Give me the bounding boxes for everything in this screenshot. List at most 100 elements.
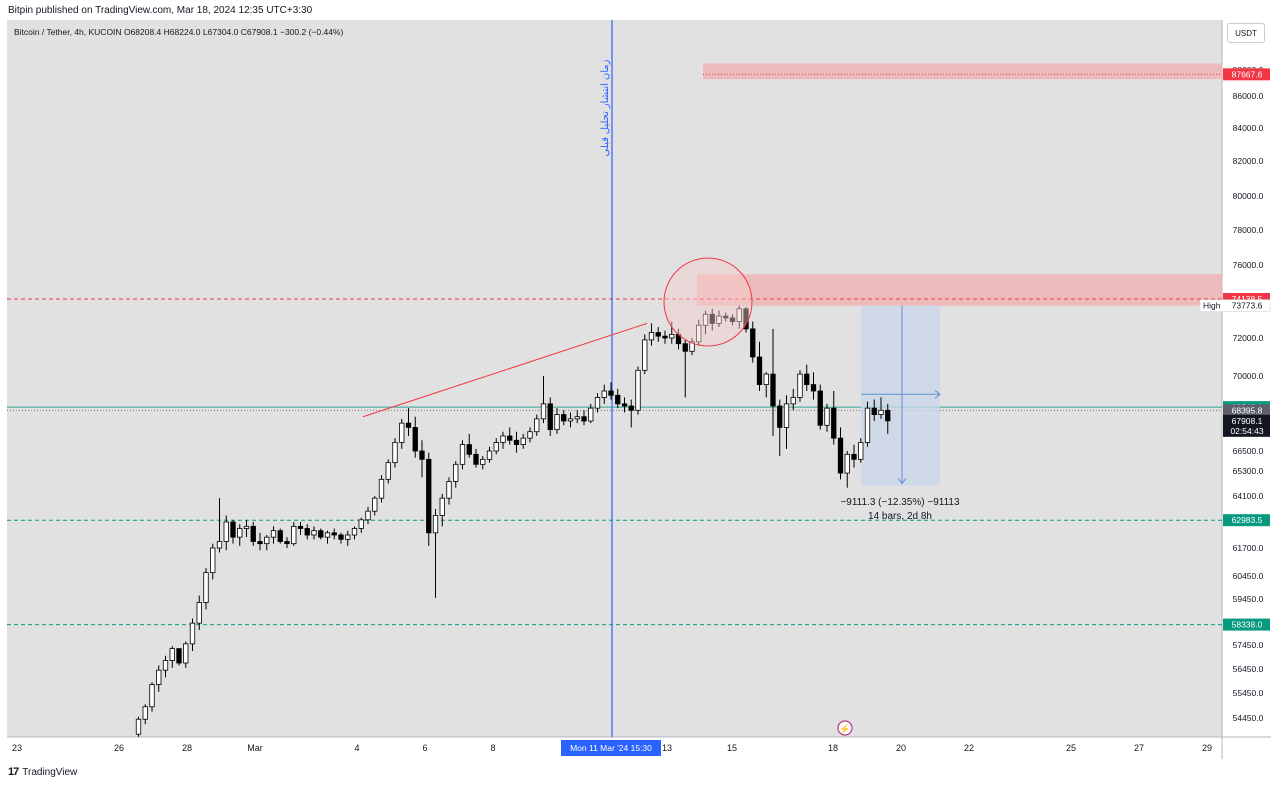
tradingview-logo-icon[interactable]: 17: [8, 766, 19, 778]
candle-body: [493, 442, 499, 452]
candle-body: [804, 373, 810, 385]
y-tick-label: 57450.0: [1233, 640, 1264, 650]
candle-body: [264, 536, 270, 545]
candle-body: [790, 397, 796, 405]
candle-body: [642, 339, 648, 371]
candle-body: [810, 384, 817, 392]
measure-duration: 14 bars, 2d 8h: [868, 511, 932, 522]
candle-body: [615, 394, 621, 405]
candle-body: [331, 532, 337, 536]
y-tick-label: 86000.0: [1233, 91, 1264, 101]
candle-body: [547, 403, 553, 430]
candle-body: [777, 405, 783, 428]
candle-body: [453, 463, 459, 482]
y-tick-label: 54450.0: [1233, 713, 1264, 723]
price-label-box: [1223, 618, 1270, 631]
candle-body: [250, 525, 256, 542]
y-tick-label: 84000.0: [1233, 123, 1264, 133]
lightning-icon: [837, 720, 853, 736]
trendline: [362, 322, 648, 418]
highlight-circle: [663, 257, 753, 347]
price-chart[interactable]: زمان انتشار تحلیل قبلی ⚡ 88000.086000.08…: [7, 20, 1271, 759]
candle-body: [405, 422, 412, 428]
price-label-box: [1223, 404, 1270, 417]
candle-body: [655, 332, 661, 337]
symbol-legend: Bitcoin / Tether, 4h, KUCOIN O68208.4 H6…: [14, 27, 343, 37]
candle-body: [783, 403, 790, 428]
candle-body: [392, 442, 398, 464]
vertical-line-label: زمان انتشار تحلیل قبلی: [600, 59, 611, 156]
candle-body: [723, 315, 729, 319]
measure-box: [861, 305, 940, 486]
currency-selector[interactable]: USDT: [1227, 23, 1265, 43]
x-tick-label: 6: [422, 743, 427, 753]
candle-body: [412, 427, 418, 452]
candle-body: [500, 435, 506, 443]
candle-body: [223, 521, 229, 542]
measure-arrow-down: [897, 478, 907, 485]
candle-body: [230, 521, 236, 538]
candle-body: [851, 453, 857, 460]
candle-body: [156, 669, 162, 686]
candle-body: [203, 572, 209, 603]
candle-body: [635, 369, 641, 411]
candle-body: [770, 373, 776, 407]
candle-body: [858, 442, 864, 460]
candle-body: [466, 444, 472, 455]
candle-body: [709, 313, 715, 324]
candle-body: [176, 648, 182, 664]
candle-body: [459, 444, 466, 465]
candle-body: [628, 405, 634, 411]
ohlc-change: −300.2 (−0.44%): [279, 27, 344, 37]
candle-body: [520, 437, 526, 445]
y-tick-label: 66500.0: [1233, 446, 1264, 456]
x-tick-label: 26: [114, 743, 124, 753]
x-tick-label: 20: [896, 743, 906, 753]
candle-body: [554, 414, 560, 430]
candle-body: [878, 409, 884, 415]
candle-body: [581, 416, 587, 422]
y-tick-label: 80000.0: [1233, 191, 1264, 201]
ohlc-open: O68208.4: [123, 27, 162, 37]
symbol-name: Bitcoin / Tether, 4h, KUCOIN: [14, 27, 122, 37]
candle-body: [682, 343, 688, 352]
candle-body: [588, 407, 594, 422]
ohlc-low: L67304.0: [202, 27, 239, 37]
high-label-box: [1199, 299, 1271, 312]
footer: 17 TradingView: [8, 766, 77, 778]
candle-body: [365, 510, 371, 521]
candle-body: [149, 684, 155, 708]
y-tick-label: 78000.0: [1233, 225, 1264, 235]
y-tick-label: 60450.0: [1233, 571, 1264, 581]
candle-body: [237, 528, 243, 538]
chart-frame[interactable]: زمان انتشار تحلیل قبلی ⚡ 88000.086000.08…: [7, 20, 1271, 759]
candle-body: [763, 373, 769, 385]
high-label-title: High: [1203, 301, 1221, 311]
candle-body: [621, 403, 628, 407]
x-tick-label: 22: [964, 743, 974, 753]
candle-body: [284, 541, 290, 545]
candle-body: [439, 497, 445, 516]
candle-body: [743, 308, 749, 330]
candle-body: [756, 356, 763, 385]
candle-body: [507, 435, 513, 441]
x-tick-label: 18: [828, 743, 838, 753]
measure-change: −9111.3 (−12.35%) −91113: [840, 497, 960, 508]
y-tick-label: 55450.0: [1233, 688, 1264, 698]
candle-body: [399, 422, 405, 443]
candle-body: [750, 328, 756, 358]
y-tick-label: 64100.0: [1233, 491, 1264, 501]
candle-body: [311, 530, 317, 536]
y-tick-label: 72000.0: [1233, 333, 1264, 343]
candle-body: [169, 648, 175, 661]
candle-body: [277, 530, 283, 542]
footer-brand[interactable]: TradingView: [22, 766, 78, 778]
candle-body: [824, 407, 830, 426]
ohlc-close: C67908.1: [240, 27, 278, 37]
candle-body: [885, 409, 891, 422]
candle-body: [480, 458, 486, 465]
candle-body: [318, 530, 324, 538]
price-label-text: 74138.5: [1232, 294, 1263, 304]
candle-body: [648, 332, 655, 341]
x-tick-label: 15: [727, 743, 737, 753]
